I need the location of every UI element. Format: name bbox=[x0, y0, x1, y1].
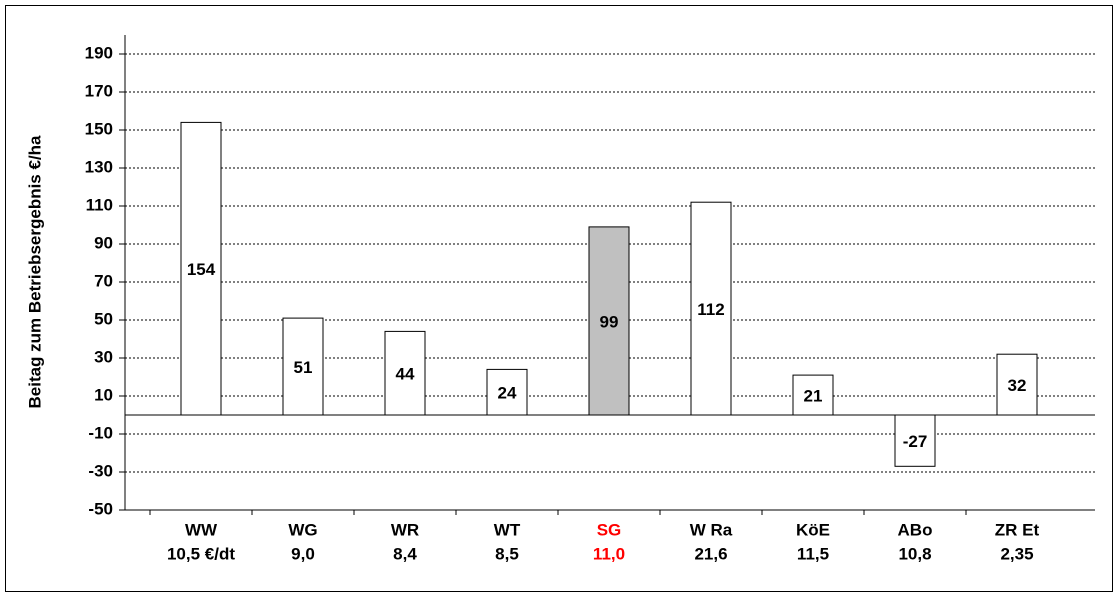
y-axis-label: Beitag zum Betriebsergebnis €/ha bbox=[25, 135, 44, 409]
x-tick-sublabel: 10,8 bbox=[898, 544, 931, 563]
bar bbox=[690, 201, 732, 416]
y-tick-label: 150 bbox=[85, 119, 113, 138]
x-tick-label: WR bbox=[391, 520, 419, 539]
bar bbox=[384, 330, 426, 416]
x-tick-sublabel: 10,5 €/dt bbox=[167, 544, 235, 563]
y-tick-label: -30 bbox=[88, 461, 113, 480]
bar bbox=[996, 353, 1038, 416]
y-tick-label: 70 bbox=[94, 271, 113, 290]
x-tick-sublabel: 21,6 bbox=[694, 544, 727, 563]
x-tick-label: SG bbox=[597, 520, 622, 539]
y-tick-label: 10 bbox=[94, 385, 113, 404]
y-tick-label: 30 bbox=[94, 347, 113, 366]
x-tick-sublabel: 11,5 bbox=[797, 544, 829, 563]
y-tick-label: 190 bbox=[85, 43, 113, 62]
data-label: 21 bbox=[804, 387, 823, 406]
x-tick-sublabel: 11,0 bbox=[593, 544, 625, 563]
bar bbox=[588, 226, 630, 416]
x-tick-label: W Ra bbox=[690, 520, 733, 539]
bar bbox=[894, 414, 936, 467]
bar bbox=[282, 317, 324, 416]
data-label: 24 bbox=[498, 384, 517, 403]
x-tick-sublabel: 8,4 bbox=[393, 544, 417, 563]
y-tick-label: 90 bbox=[94, 233, 113, 252]
x-tick-label: ABo bbox=[898, 520, 933, 539]
bar bbox=[792, 374, 834, 416]
x-tick-label: ZR Et bbox=[995, 520, 1040, 539]
x-tick-sublabel: 9,0 bbox=[291, 544, 315, 563]
y-tick-label: 130 bbox=[85, 157, 113, 176]
data-label: 51 bbox=[294, 358, 313, 377]
y-tick-label: -10 bbox=[88, 423, 113, 442]
y-tick-label: 110 bbox=[86, 195, 113, 214]
x-tick-label: WW bbox=[185, 520, 218, 539]
y-tick-label: 50 bbox=[94, 309, 113, 328]
data-label: 112 bbox=[697, 300, 724, 319]
x-tick-sublabel: 8,5 bbox=[495, 544, 519, 563]
x-tick-label: KöE bbox=[796, 520, 830, 539]
y-tick-label: 170 bbox=[85, 81, 113, 100]
data-label: -27 bbox=[903, 432, 928, 451]
x-tick-sublabel: 2,35 bbox=[1000, 544, 1033, 563]
frame bbox=[5, 5, 1113, 592]
data-label: 154 bbox=[187, 260, 216, 279]
y-tick-label: -50 bbox=[88, 499, 113, 518]
x-tick-label: WT bbox=[494, 520, 521, 539]
data-label: 32 bbox=[1008, 376, 1027, 395]
bar bbox=[180, 121, 222, 416]
x-tick-label: WG bbox=[288, 520, 317, 539]
data-label: 99 bbox=[600, 312, 619, 331]
data-label: 44 bbox=[396, 365, 415, 384]
bar bbox=[486, 368, 528, 416]
